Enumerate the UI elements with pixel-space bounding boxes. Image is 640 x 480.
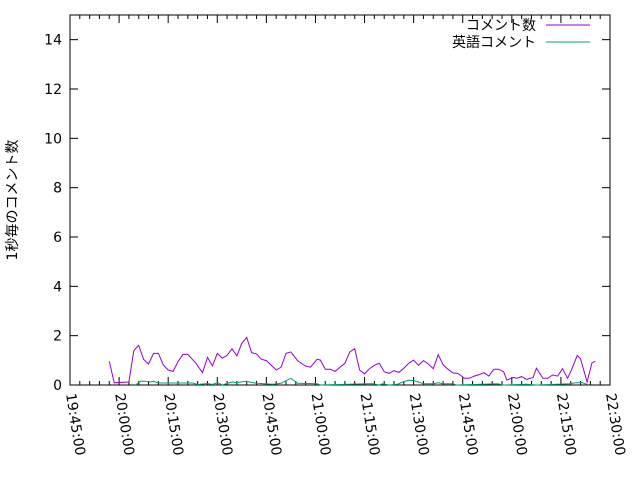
axes: 0 2 4 6 8 10 12 14 19:45:00 20:00:00 20:15:00 20:30… [44,14,628,457]
y-tick-label: 8 [53,181,62,197]
legend: コメント数 英語コメント [452,18,590,51]
x-tick-label: 20:30:00 [209,392,235,457]
y-tick-label: 6 [53,230,62,246]
x-tick-label: 21:45:00 [455,392,481,457]
series-line-0 [108,336,596,384]
legend-label-comments: コメント数 [466,18,536,34]
x-tick-label: 20:45:00 [258,392,284,457]
x-tick-label: 20:15:00 [160,392,186,457]
x-tick-label: 19:45:00 [62,392,88,457]
legend-label-english-comments: 英語コメント [452,34,536,51]
plot-lines [108,336,596,386]
x-tick-label: 21:00:00 [308,392,334,457]
x-tick-label: 22:00:00 [504,392,530,457]
y-axis-label: 1秒毎のコメント数 [5,140,21,261]
y-tick-label: 0 [53,378,62,394]
x-tick-label: 22:15:00 [553,392,579,457]
x-tick-label: 21:15:00 [357,392,383,457]
y-tick-label: 4 [53,279,62,295]
x-tick-label: 22:30:00 [602,392,628,457]
x-tick-label: 20:00:00 [111,392,137,457]
y-tick-label: 2 [53,329,62,345]
series-line-1 [135,377,588,386]
y-tick-label: 12 [44,82,62,98]
x-tick-label: 21:30:00 [406,392,432,457]
plot-border [69,14,611,386]
y-tick-label: 10 [44,131,62,147]
y-tick-label: 14 [44,33,62,49]
